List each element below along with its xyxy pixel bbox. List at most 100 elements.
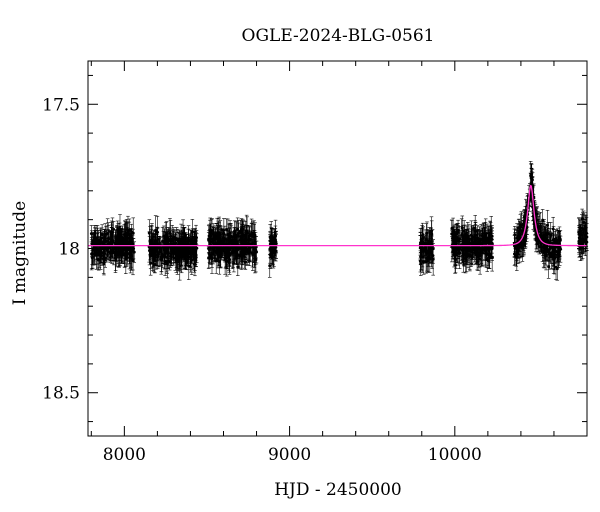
data-point — [246, 236, 251, 264]
data-point — [158, 236, 163, 267]
data-marker — [163, 255, 167, 259]
data-marker — [91, 252, 95, 256]
data-point — [431, 239, 435, 259]
data-point — [243, 224, 247, 256]
data-marker — [451, 236, 455, 240]
data-marker — [220, 246, 224, 250]
data-marker — [91, 239, 95, 243]
data-marker — [207, 256, 211, 260]
data-marker — [247, 248, 251, 252]
data-point — [426, 242, 431, 273]
data-point — [154, 237, 159, 266]
data-point — [97, 238, 102, 260]
data-marker — [180, 246, 184, 250]
data-marker — [233, 229, 237, 233]
data-point — [237, 243, 242, 269]
data-marker — [430, 252, 434, 256]
data-marker — [159, 258, 163, 262]
data-marker — [418, 259, 422, 263]
data-marker — [274, 234, 278, 238]
data-marker — [193, 257, 197, 261]
data-marker — [223, 247, 227, 251]
data-marker — [427, 255, 431, 259]
data-marker — [132, 250, 136, 254]
data-marker — [222, 232, 226, 236]
data-marker — [228, 252, 232, 256]
data-point — [471, 227, 476, 259]
data-marker — [429, 242, 433, 246]
data-point — [161, 239, 166, 255]
data-marker — [189, 248, 193, 252]
data-marker — [131, 258, 135, 262]
data-marker — [215, 237, 219, 241]
data-marker — [253, 233, 257, 237]
data-marker — [236, 265, 240, 269]
data-marker — [232, 250, 236, 254]
data-marker — [209, 253, 213, 257]
data-point — [177, 229, 182, 259]
data-point — [94, 238, 98, 257]
data-point — [429, 227, 433, 261]
data-marker — [100, 254, 104, 258]
data-point — [419, 228, 424, 259]
data-point — [125, 242, 129, 267]
data-marker — [420, 237, 424, 241]
data-point — [172, 229, 176, 245]
data-point — [148, 250, 153, 276]
data-point — [211, 227, 216, 252]
data-marker — [169, 234, 173, 238]
data-marker — [213, 235, 217, 239]
data-point — [216, 243, 221, 262]
data-marker — [169, 253, 173, 257]
data-point — [232, 220, 237, 242]
data-point — [106, 222, 111, 255]
data-marker — [254, 245, 258, 249]
data-marker — [224, 251, 228, 255]
data-marker — [155, 241, 159, 245]
data-marker — [156, 254, 160, 258]
data-marker — [253, 241, 257, 245]
data-point — [113, 243, 118, 273]
data-marker — [232, 261, 236, 265]
data-marker — [90, 256, 94, 260]
data-marker — [130, 236, 134, 240]
data-point — [208, 219, 212, 243]
data-marker — [425, 231, 429, 235]
data-marker — [125, 240, 129, 244]
data-marker — [117, 236, 121, 240]
data-marker — [218, 252, 222, 256]
data-marker — [245, 229, 249, 233]
data-point — [102, 231, 107, 255]
data-point — [188, 238, 193, 263]
data-marker — [243, 238, 247, 242]
data-marker — [208, 229, 212, 233]
data-point — [155, 243, 160, 270]
data-marker — [172, 235, 176, 239]
data-marker — [103, 241, 107, 245]
data-point — [218, 240, 223, 268]
data-marker — [216, 251, 220, 255]
data-marker — [110, 240, 114, 244]
data-marker — [225, 227, 229, 231]
data-point — [224, 237, 228, 268]
data-marker — [123, 252, 127, 256]
data-marker — [469, 250, 473, 254]
data-point — [252, 230, 257, 256]
data-marker — [244, 236, 248, 240]
data-marker — [194, 246, 198, 250]
data-marker — [268, 253, 272, 257]
data-marker — [238, 254, 242, 258]
data-layer — [89, 160, 589, 281]
data-marker — [97, 247, 101, 251]
data-marker — [94, 245, 98, 249]
data-marker — [179, 251, 183, 255]
data-point — [114, 227, 119, 253]
data-marker — [113, 256, 117, 260]
data-point — [177, 241, 182, 270]
data-marker — [425, 252, 429, 256]
data-point — [110, 234, 114, 251]
data-point — [193, 239, 198, 257]
data-marker — [115, 238, 119, 242]
data-marker — [107, 250, 111, 254]
